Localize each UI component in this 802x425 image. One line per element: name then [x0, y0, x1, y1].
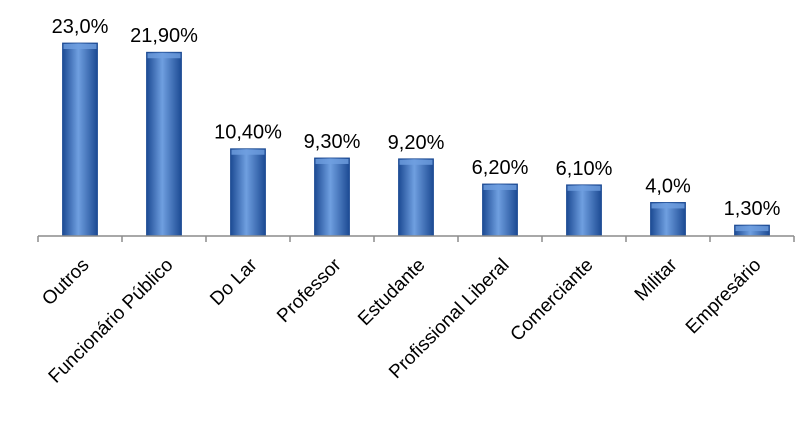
- bar-bevel-6: [567, 185, 601, 191]
- bar-bevel-5: [483, 184, 517, 190]
- data-label-4: 9,20%: [388, 132, 445, 154]
- data-label-8: 1,30%: [724, 198, 781, 220]
- bar-4: [398, 158, 434, 237]
- bar-bevel-4: [399, 159, 433, 165]
- data-label-6: 6,10%: [556, 158, 613, 180]
- tick-label-8: Empresário: [682, 255, 766, 339]
- bar-3: [314, 157, 350, 237]
- bar-bevel-7: [651, 203, 685, 209]
- data-label-1: 21,90%: [130, 25, 198, 47]
- data-labels-group: 23,0% 21,90% 10,40% 9,30% 9,20% 6,20% 6,10% 4,0…: [52, 16, 781, 220]
- data-label-2: 10,40%: [214, 122, 282, 144]
- data-label-3: 9,30%: [304, 131, 361, 153]
- bar-1: [146, 51, 182, 237]
- tick-label-4: Estudante: [354, 255, 429, 330]
- bar-5: [482, 183, 518, 237]
- data-label-7: 4,0%: [645, 175, 691, 197]
- bar-6: [566, 184, 602, 237]
- tick-label-0: Outros: [38, 255, 93, 310]
- bar-0: [62, 42, 98, 237]
- tick-label-6: Comerciante: [507, 255, 598, 346]
- tick-label-2: Do Lar: [206, 254, 262, 310]
- bar-bevel-1: [147, 53, 181, 59]
- data-label-5: 6,20%: [472, 157, 529, 179]
- x-axis: [37, 235, 795, 242]
- bar-bevel-0: [63, 44, 97, 49]
- tick-label-3: Professor: [273, 254, 346, 327]
- bar-bevel-3: [315, 158, 349, 164]
- bar-bevel-8: [735, 226, 769, 232]
- tick-label-7: Militar: [631, 254, 682, 305]
- data-label-0: 23,0%: [52, 16, 109, 38]
- bar-2: [230, 148, 266, 237]
- bar-bevel-2: [231, 149, 265, 155]
